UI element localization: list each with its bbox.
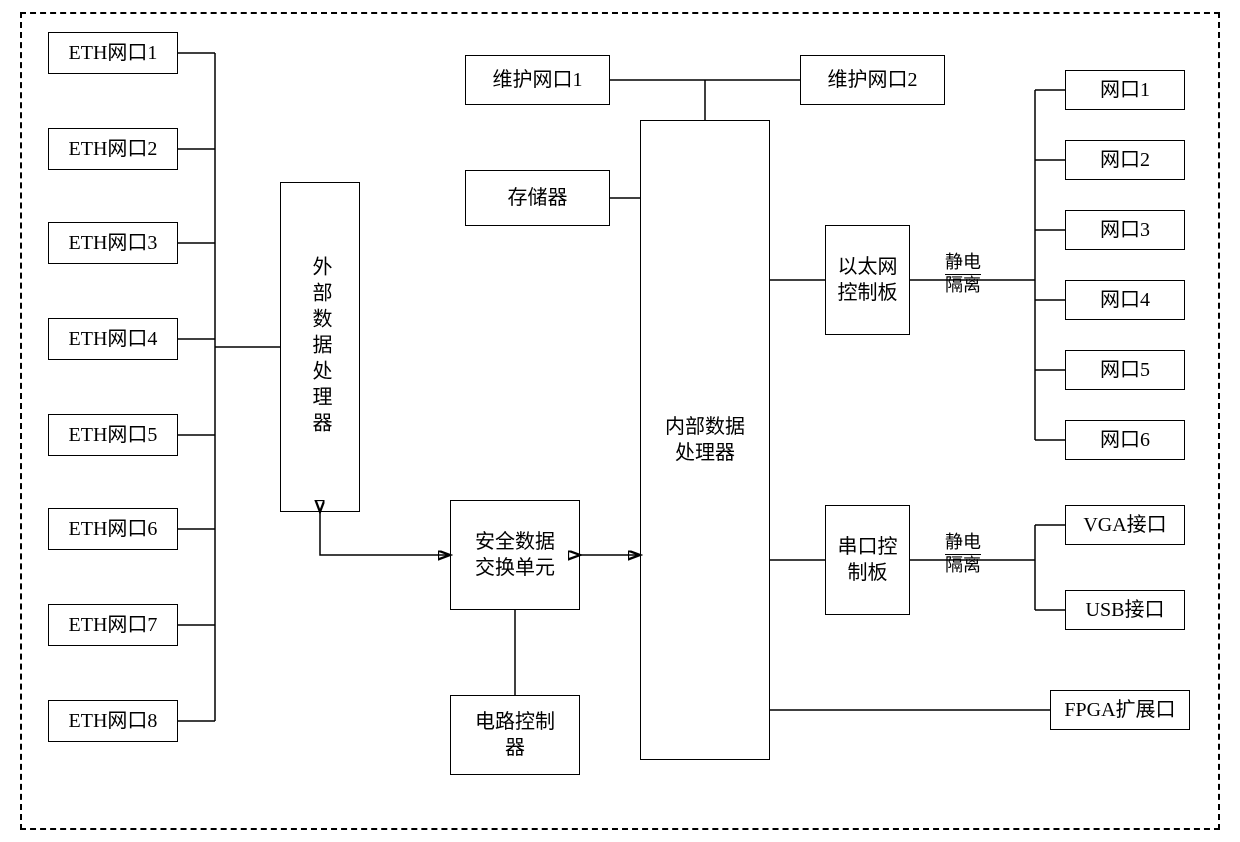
box-vga: VGA接口 (1065, 505, 1185, 545)
box-eth2: ETH网口2 (48, 128, 178, 170)
box-eth3: ETH网口3 (48, 222, 178, 264)
box-net5: 网口5 (1065, 350, 1185, 390)
box-maintenance-port-2: 维护网口2 (800, 55, 945, 105)
box-eth4: ETH网口4 (48, 318, 178, 360)
box-net4: 网口4 (1065, 280, 1185, 320)
diagram-frame (20, 12, 1220, 830)
label-esd-isolation-2: 静电 隔离 (945, 532, 981, 576)
box-internal-processor: 内部数据 处理器 (640, 120, 770, 760)
label-internal-processor: 内部数据 处理器 (665, 414, 745, 466)
box-ethernet-controller: 以太网 控制板 (825, 225, 910, 335)
box-net2: 网口2 (1065, 140, 1185, 180)
box-serial-controller: 串口控 制板 (825, 505, 910, 615)
label-ethernet-controller: 以太网 控制板 (838, 254, 898, 306)
box-fpga: FPGA扩展口 (1050, 690, 1190, 730)
label-external-processor: 外部数据处理器 (307, 256, 333, 438)
box-storage: 存储器 (465, 170, 610, 226)
label-circuit-controller: 电路控制 器 (475, 709, 555, 761)
box-usb: USB接口 (1065, 590, 1185, 630)
box-eth6: ETH网口6 (48, 508, 178, 550)
box-net1: 网口1 (1065, 70, 1185, 110)
box-net6: 网口6 (1065, 420, 1185, 460)
label-serial-controller: 串口控 制板 (838, 534, 898, 586)
box-eth1: ETH网口1 (48, 32, 178, 74)
box-maintenance-port-1: 维护网口1 (465, 55, 610, 105)
box-eth5: ETH网口5 (48, 414, 178, 456)
box-circuit-controller: 电路控制 器 (450, 695, 580, 775)
label-esd-isolation-1: 静电 隔离 (945, 252, 981, 296)
box-secure-exchange: 安全数据 交换单元 (450, 500, 580, 610)
box-net3: 网口3 (1065, 210, 1185, 250)
box-external-processor: 外部数据处理器 (280, 182, 360, 512)
label-secure-exchange: 安全数据 交换单元 (475, 529, 555, 581)
box-eth7: ETH网口7 (48, 604, 178, 646)
box-eth8: ETH网口8 (48, 700, 178, 742)
